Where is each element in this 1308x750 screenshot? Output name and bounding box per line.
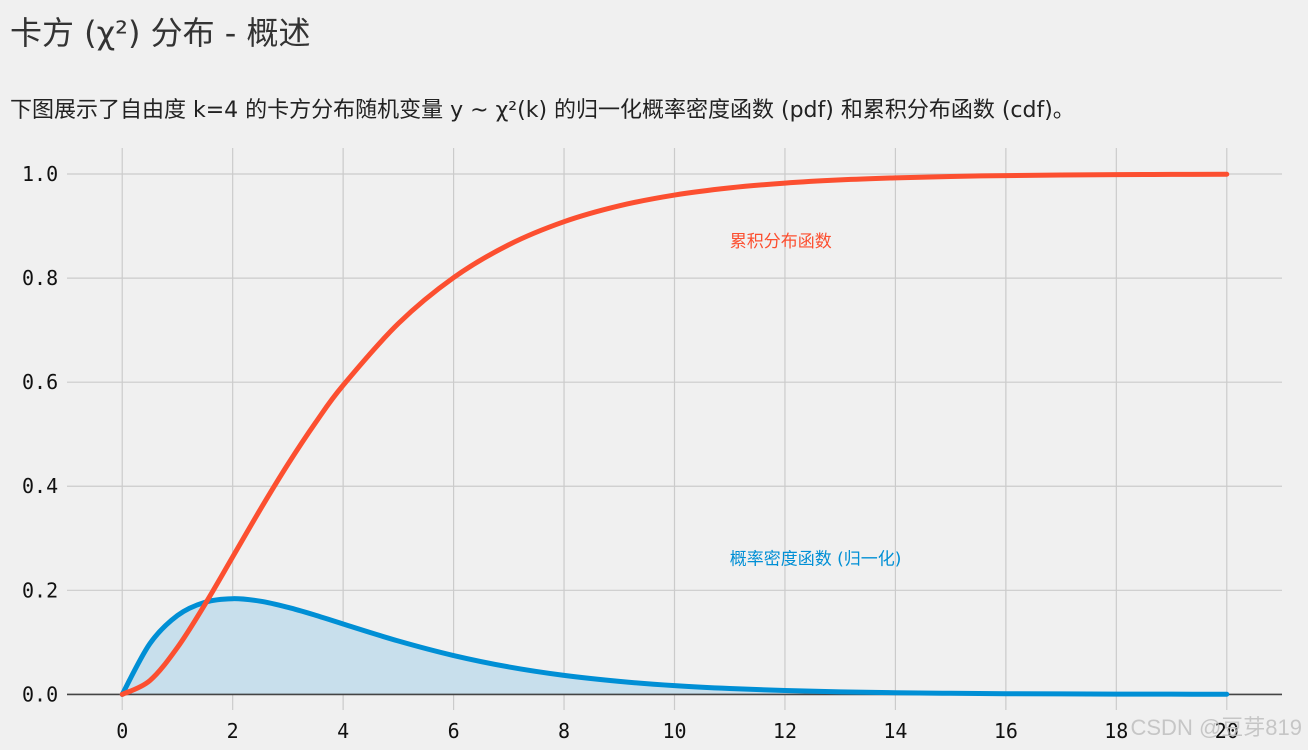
series-lines: [119, 171, 1230, 697]
x-tick-labels: 0 2 4 6 8 10 12 14 16 18 20: [116, 719, 1239, 743]
y-tick-label: 0.0: [22, 682, 58, 706]
x-tick-label: 4: [337, 719, 349, 743]
pdf-area: [122, 598, 1227, 695]
x-tick-label: 14: [883, 719, 907, 743]
y-tick-label: 0.4: [22, 474, 58, 498]
x-tick-label: 12: [773, 719, 797, 743]
pdf-fill-area: [122, 598, 1227, 695]
y-tick-label: 0.6: [22, 370, 58, 394]
x-tick-label: 6: [448, 719, 460, 743]
x-tick-label: 20: [1215, 719, 1239, 743]
cdf-annotation: 累积分布函数: [730, 232, 832, 252]
cdf-line: [119, 171, 1230, 697]
y-tick-labels: 0.0 0.2 0.4 0.6 0.8 1.0: [22, 162, 58, 706]
pdf-line: [119, 596, 1230, 697]
x-tick-label: 2: [227, 719, 239, 743]
x-tick-label: 0: [116, 719, 128, 743]
x-tick-label: 18: [1104, 719, 1128, 743]
y-tick-label: 0.8: [22, 266, 58, 290]
pdf-annotation: 概率密度函数 (归一化): [730, 549, 902, 569]
page-title: 卡方 (χ²) 分布 - 概述: [10, 14, 311, 52]
y-tick-label: 0.2: [22, 578, 58, 602]
x-tick-label: 8: [558, 719, 570, 743]
page-subtitle: 下图展示了自由度 k=4 的卡方分布随机变量 y ~ χ²(k) 的归一化概率密…: [10, 98, 1075, 123]
x-tick-label: 16: [994, 719, 1018, 743]
watermark: CSDN @豆芽819: [1130, 715, 1303, 740]
y-tick-label: 1.0: [22, 162, 58, 186]
x-tick-label: 10: [662, 719, 686, 743]
